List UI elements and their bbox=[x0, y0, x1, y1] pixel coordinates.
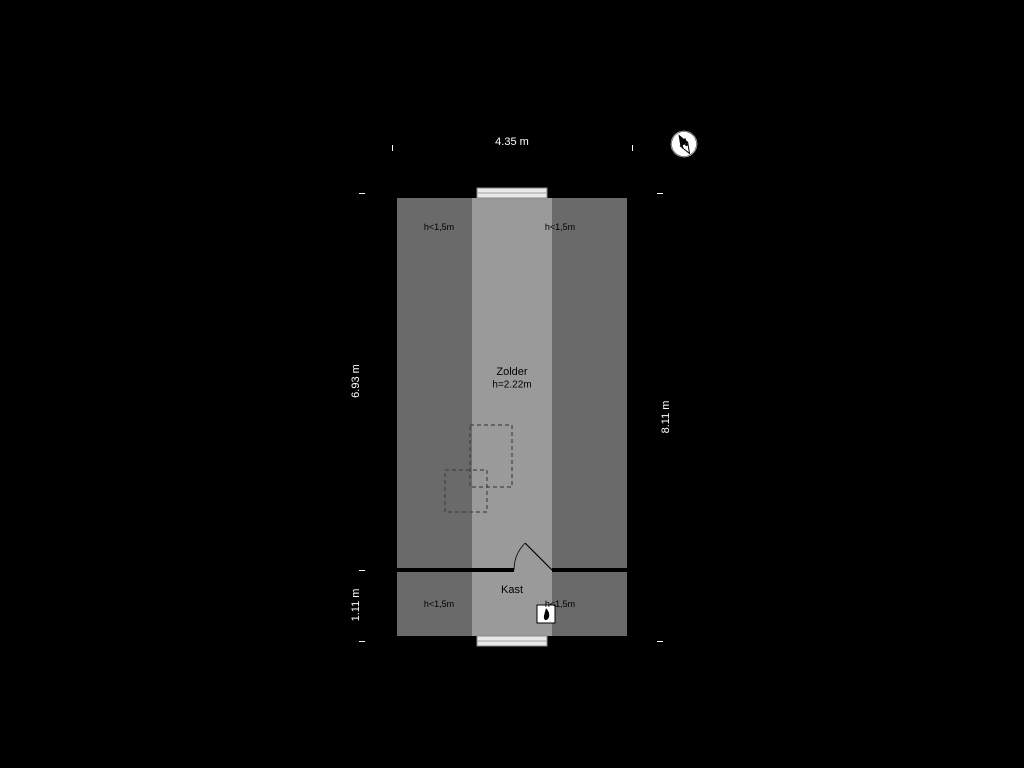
dimension-label-left-upper: 6.93 m bbox=[350, 364, 362, 398]
floorplan-stage: N 4.35 m 8.11 m 6.93 m 1.11 m Zolder h=2… bbox=[0, 0, 1024, 768]
dimension-tick bbox=[359, 641, 365, 642]
dimension-tick bbox=[657, 193, 663, 194]
low-height-label: h<1,5m bbox=[545, 599, 575, 609]
room-label-kast: Kast bbox=[501, 584, 523, 596]
dimension-tick bbox=[657, 641, 663, 642]
dimension-label-right: 8.11 m bbox=[660, 401, 672, 434]
low-height-label: h<1,5m bbox=[424, 599, 454, 609]
dimension-tick bbox=[392, 145, 393, 151]
low-height-label: h<1,5m bbox=[424, 222, 454, 232]
dimension-label-left-lower: 1.11 m bbox=[350, 589, 362, 622]
dimension-tick bbox=[359, 570, 365, 571]
room-height-zolder: h=2.22m bbox=[492, 380, 531, 391]
dimension-tick bbox=[632, 145, 633, 151]
low-height-label: h<1,5m bbox=[545, 222, 575, 232]
dimension-label-top: 4.35 m bbox=[495, 136, 529, 148]
compass-icon: N bbox=[666, 126, 702, 162]
room-label-zolder: Zolder bbox=[496, 366, 527, 378]
dimension-tick bbox=[359, 193, 365, 194]
